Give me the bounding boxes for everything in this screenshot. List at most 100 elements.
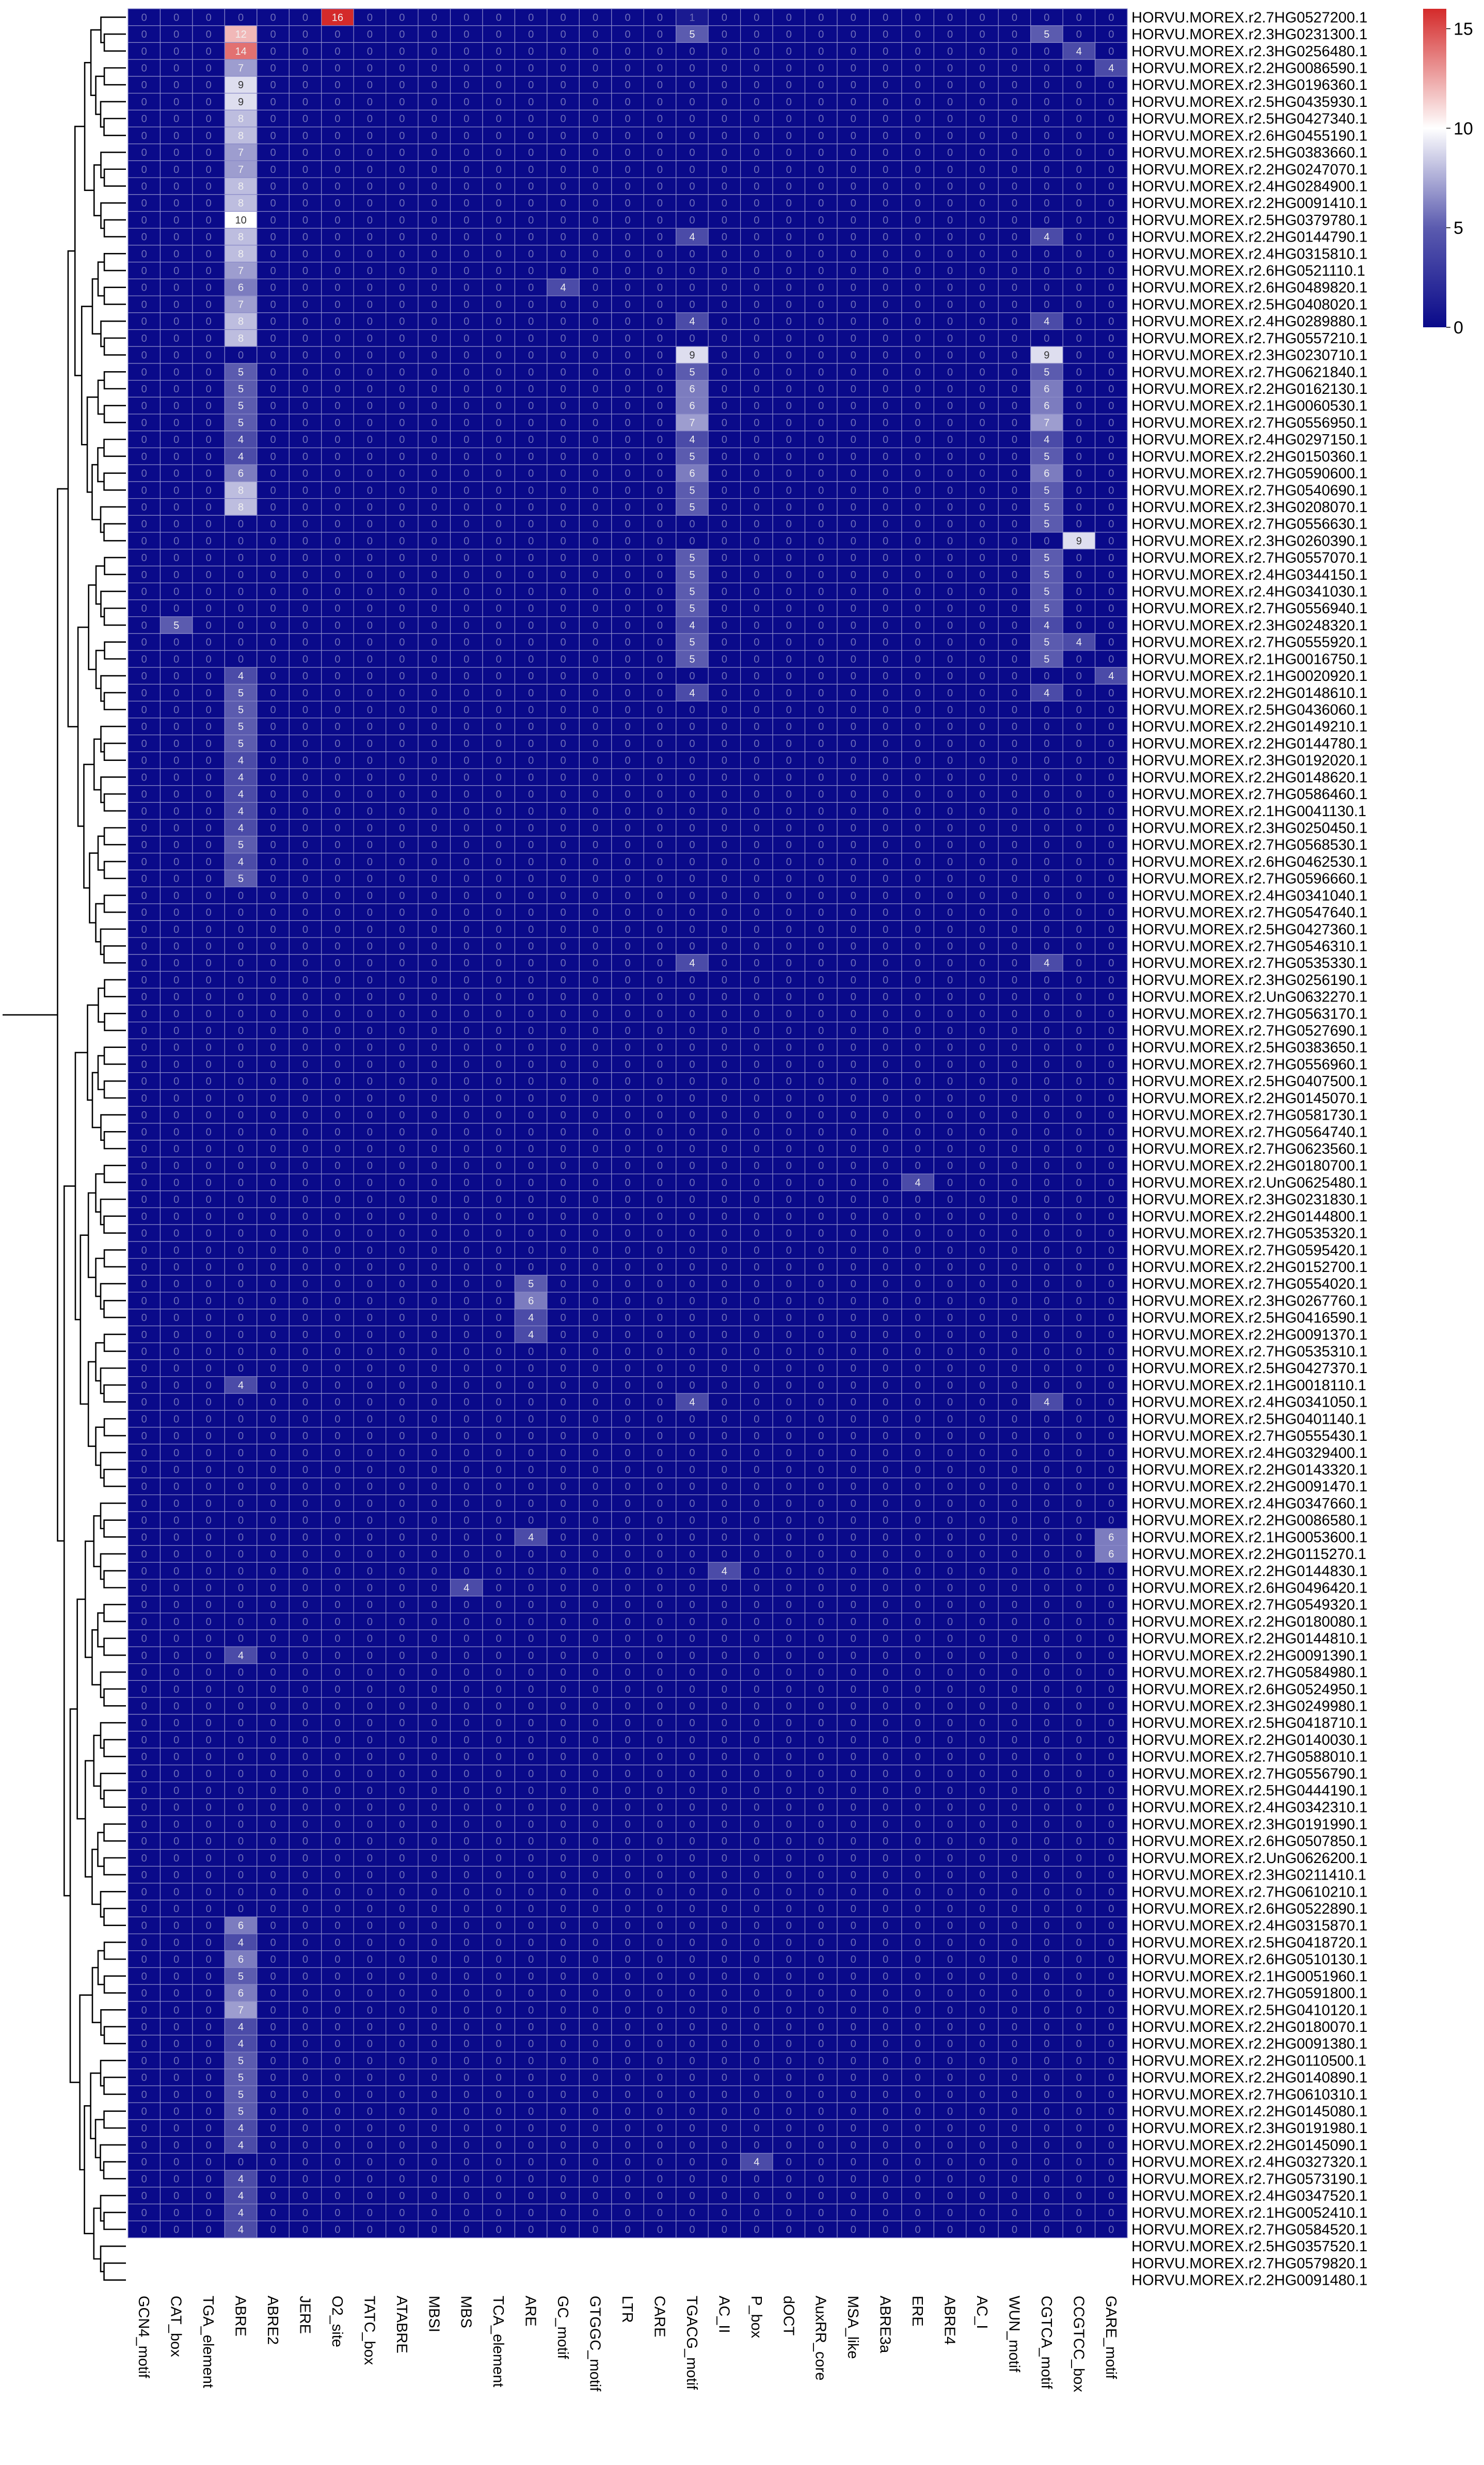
cell-value-label: 0 (786, 806, 792, 817)
cell-value-label: 0 (528, 12, 534, 23)
cell-value-label: 0 (561, 485, 566, 496)
cell-value-label: 0 (238, 1110, 244, 1121)
cell-value-label: 0 (270, 1312, 276, 1324)
cell-value-label: 0 (786, 1245, 792, 1256)
cell-value-label: 0 (238, 907, 244, 918)
cell-value-label: 0 (722, 97, 727, 108)
cell-value-label: 0 (464, 46, 469, 57)
cell-value-label: 0 (722, 1262, 727, 1273)
cell-value-label: 0 (270, 282, 276, 294)
cell-value-label: 0 (947, 1126, 953, 1138)
heatmap-cell (386, 8, 419, 26)
cell-value-label: 0 (334, 839, 340, 851)
cell-value-label: 5 (1044, 569, 1049, 581)
cell-value-label: 0 (302, 603, 308, 614)
cell-value-label: 0 (399, 164, 405, 176)
cell-value-label: 0 (947, 519, 953, 530)
cell-value-label: 0 (432, 181, 437, 192)
cell-value-label: 0 (786, 519, 792, 530)
cell-value-label: 0 (851, 248, 856, 260)
cell-value-label: 0 (818, 924, 824, 935)
cell-value-label: 0 (915, 12, 921, 23)
cell-value-label: 0 (851, 620, 856, 631)
cell-value-label: 0 (754, 1126, 759, 1138)
cell-value-label: 0 (657, 46, 663, 57)
cell-value-label: 0 (915, 1076, 921, 1087)
cell-value-label: 0 (496, 1110, 502, 1121)
cell-value-label: 0 (883, 316, 888, 327)
cell-value-label: 0 (818, 1279, 824, 1290)
cell-value-label: 0 (367, 552, 373, 564)
cell-value-label: 0 (1044, 282, 1049, 294)
cell-value-label: 0 (334, 164, 340, 176)
cell-value-label: 0 (593, 1312, 598, 1324)
cell-value-label: 0 (561, 1025, 566, 1037)
cell-value-label: 0 (367, 350, 373, 361)
cell-value-label: 0 (432, 1211, 437, 1222)
cell-value-label: 0 (657, 401, 663, 412)
cell-value-label: 0 (1108, 1228, 1114, 1239)
cell-value-label: 0 (302, 502, 308, 513)
cell-value-label: 0 (818, 401, 824, 412)
cell-value-label: 0 (1076, 705, 1082, 716)
cell-value-label: 0 (786, 265, 792, 277)
cell-value-label: 0 (786, 992, 792, 1003)
cell-value-label: 0 (883, 738, 888, 750)
cell-value-label: 0 (206, 1110, 212, 1121)
cell-value-label: 0 (1012, 434, 1017, 446)
cell-value-label: 4 (1108, 62, 1114, 74)
cell-value-label: 0 (722, 1211, 727, 1222)
cell-value-label: 0 (238, 958, 244, 969)
cell-value-label: 0 (334, 1126, 340, 1138)
cell-value-label: 0 (593, 755, 598, 767)
cell-value-label: 0 (915, 232, 921, 243)
cell-value-label: 0 (851, 79, 856, 91)
cell-value-label: 0 (1108, 620, 1114, 631)
dendrogram-branch (103, 2161, 126, 2180)
cell-value-label: 0 (722, 772, 727, 783)
cell-value-label: 0 (979, 907, 985, 918)
cell-value-label: 0 (818, 822, 824, 834)
cell-value-label: 0 (593, 839, 598, 851)
cell-value-label: 0 (141, 248, 147, 260)
cell-value-label: 0 (141, 401, 147, 412)
cell-value-label: 0 (722, 232, 727, 243)
cell-value-label: 0 (561, 316, 566, 327)
heatmap-cell (869, 8, 902, 26)
cell-value-label: 0 (334, 384, 340, 395)
dendrogram-branch (84, 2105, 94, 2234)
cell-value-label: 0 (1012, 1312, 1017, 1324)
cell-value-label: 0 (528, 806, 534, 817)
cell-value-label: 0 (432, 114, 437, 125)
cell-value-label: 0 (689, 806, 695, 817)
cell-value-label: 0 (625, 282, 630, 294)
cell-value-label: 0 (915, 856, 921, 868)
cell-value-label: 0 (367, 1228, 373, 1239)
cell-value-label: 0 (689, 181, 695, 192)
cell-value-label: 0 (657, 198, 663, 209)
cell-value-label: 0 (818, 46, 824, 57)
cell-value-label: 0 (399, 1329, 405, 1341)
cell-value-label: 0 (528, 941, 534, 952)
cell-value-label: 0 (593, 1042, 598, 1054)
cell-value-label: 0 (979, 705, 985, 716)
cell-value-label: 0 (334, 181, 340, 192)
heatmap-cell (514, 8, 548, 26)
cell-value-label: 0 (270, 485, 276, 496)
dendrogram-branch (103, 1300, 126, 1318)
dendrogram-branch (103, 1637, 126, 1656)
cell-value-label: 0 (947, 164, 953, 176)
heatmap-cell (998, 42, 1031, 60)
cell-value-label: 0 (1044, 738, 1049, 750)
cell-value-label: 0 (141, 958, 147, 969)
cell-value-label: 0 (915, 1042, 921, 1054)
dendrogram-branch (97, 447, 104, 483)
cell-value-label: 0 (302, 1143, 308, 1155)
cell-value-label: 0 (625, 654, 630, 665)
cell-value-label: 0 (432, 333, 437, 344)
cell-value-label: 0 (561, 215, 566, 226)
cell-value-label: 0 (367, 1126, 373, 1138)
cell-value-label: 0 (754, 705, 759, 716)
cell-value-label: 0 (270, 232, 276, 243)
cell-value-label: 0 (432, 299, 437, 310)
